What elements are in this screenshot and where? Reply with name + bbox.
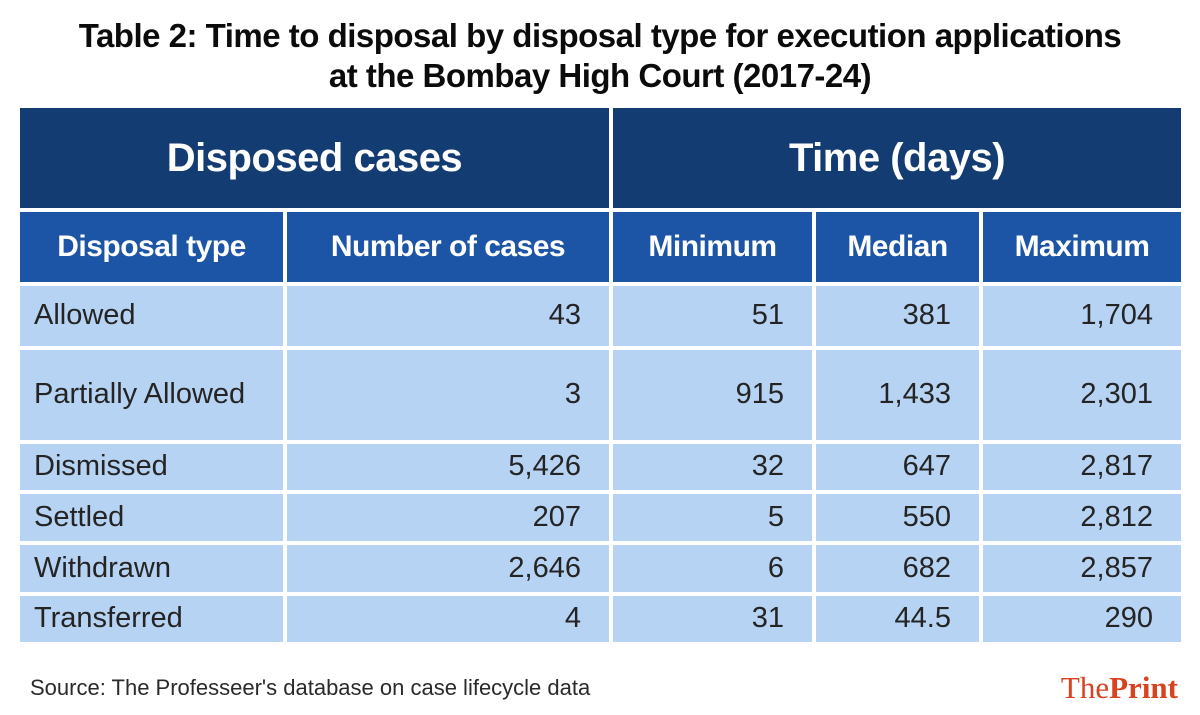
cell-disposal-type: Dismissed [20, 444, 283, 490]
cell-maximum: 2,857 [983, 545, 1181, 592]
cell-disposal-type: Partially Allowed [20, 350, 283, 440]
page-title: Table 2: Time to disposal by disposal ty… [0, 16, 1200, 96]
column-header-minimum: Minimum [613, 212, 812, 282]
cell-median: 647 [816, 444, 979, 490]
cell-median: 44.5 [816, 596, 979, 642]
column-header-median: Median [816, 212, 979, 282]
column-header-number-of-cases: Number of cases [287, 212, 609, 282]
cell-median: 1,433 [816, 350, 979, 440]
cell-disposal-type: Transferred [20, 596, 283, 642]
cell-cases: 43 [287, 286, 609, 346]
group-header-disposed-cases: Disposed cases [20, 108, 609, 208]
cell-minimum: 32 [613, 444, 812, 490]
cell-disposal-type: Withdrawn [20, 545, 283, 592]
cell-minimum: 915 [613, 350, 812, 440]
column-header-disposal-type: Disposal type [20, 212, 283, 282]
cell-cases: 4 [287, 596, 609, 642]
disposal-table: Disposed cases Time (days) Disposal type… [20, 108, 1181, 642]
title-line-1: Table 2: Time to disposal by disposal ty… [78, 17, 1122, 54]
cell-maximum: 2,812 [983, 494, 1181, 541]
cell-minimum: 51 [613, 286, 812, 346]
theprint-logo-print: Print [1109, 670, 1178, 705]
cell-minimum: 5 [613, 494, 812, 541]
cell-cases: 5,426 [287, 444, 609, 490]
cell-maximum: 1,704 [983, 286, 1181, 346]
footer: Source: The Professeer's database on cas… [30, 670, 1178, 706]
cell-minimum: 6 [613, 545, 812, 592]
cell-maximum: 290 [983, 596, 1181, 642]
cell-minimum: 31 [613, 596, 812, 642]
column-header-maximum: Maximum [983, 212, 1181, 282]
group-header-time-days: Time (days) [613, 108, 1181, 208]
cell-median: 550 [816, 494, 979, 541]
cell-cases: 207 [287, 494, 609, 541]
cell-cases: 3 [287, 350, 609, 440]
cell-maximum: 2,301 [983, 350, 1181, 440]
cell-disposal-type: Settled [20, 494, 283, 541]
source-note: Source: The Professeer's database on cas… [30, 675, 591, 700]
cell-disposal-type: Allowed [20, 286, 283, 346]
cell-median: 682 [816, 545, 979, 592]
cell-maximum: 2,817 [983, 444, 1181, 490]
theprint-logo-the: The [1060, 670, 1110, 705]
cell-cases: 2,646 [287, 545, 609, 592]
title-line-2: at the Bombay High Court (2017-24) [328, 57, 872, 94]
cell-median: 381 [816, 286, 979, 346]
theprint-logo: ThePrint [1061, 670, 1178, 706]
